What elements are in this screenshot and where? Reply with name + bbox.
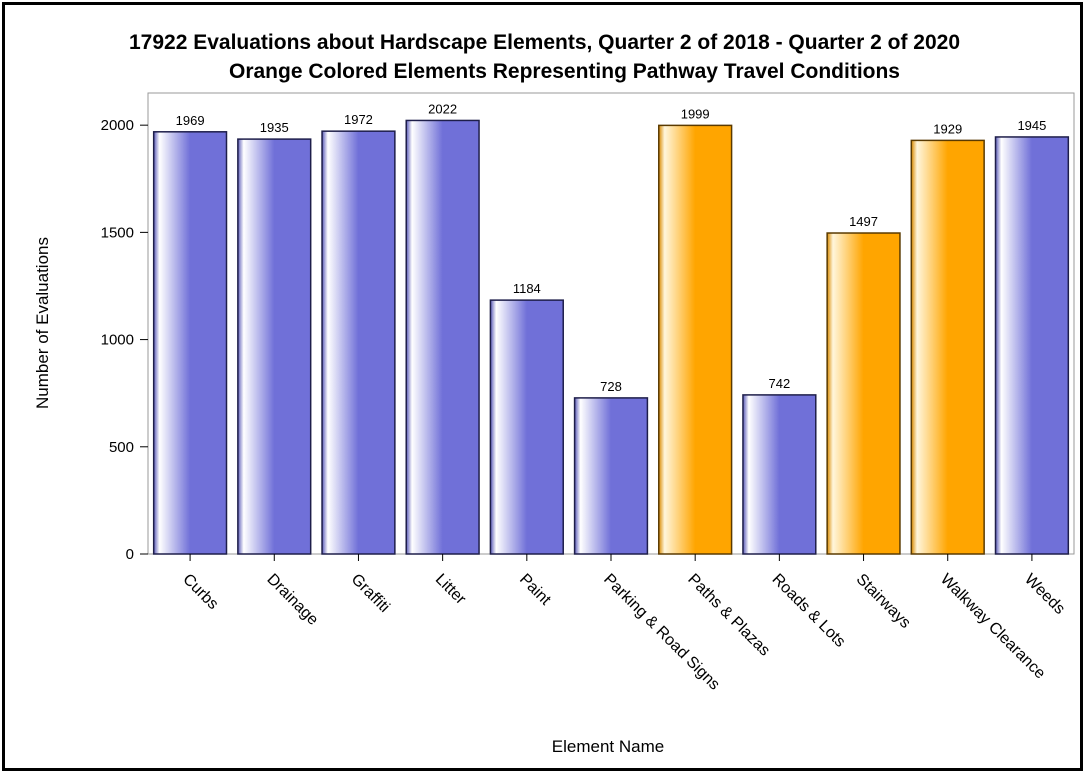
x-tick-label: Roads & Lots [769, 571, 849, 651]
x-tick-label: Paths & Plazas [684, 571, 773, 660]
bar-value-label: 742 [769, 376, 791, 391]
bar-walkway-clearance [910, 139, 985, 555]
bar-value-label: 2022 [428, 101, 457, 116]
bar-value-label: 1945 [1017, 118, 1046, 133]
chart-title: 17922 Evaluations about Hardscape Elemen… [128, 31, 960, 54]
y-axis: 0 500 1000 1500 2000 [101, 117, 148, 563]
bar-graffiti [321, 130, 396, 555]
bar-drainage [237, 138, 312, 555]
x-tick-label: Paint [516, 571, 554, 609]
bar-value-label: 1999 [681, 106, 710, 121]
bar-stairways [826, 232, 901, 555]
y-tick-label: 1000 [101, 332, 134, 349]
x-tick-label: Stairways [853, 571, 914, 632]
x-tick-label: Curbs [179, 571, 221, 613]
bar-value-label: 1935 [260, 120, 289, 135]
bar-weeds [994, 136, 1070, 555]
bar-litter [405, 119, 480, 555]
bar-parking-and-road-signs [573, 397, 649, 555]
y-tick-label: 500 [109, 439, 134, 456]
bars: 1969 1935 1972 2022 1184 728 1999 742 1497 1929 19… [152, 101, 1070, 555]
bar-value-label: 1184 [513, 281, 541, 296]
x-tick-label: Graffiti [348, 571, 393, 616]
bar-value-label: 1929 [933, 121, 962, 136]
bar-roads-and-lots [742, 394, 817, 555]
bar-value-label: 728 [600, 379, 622, 394]
x-axis: Curbs Drainage Graffiti Litter Paint Parking … [179, 554, 1068, 694]
x-tick-label: Drainage [263, 571, 321, 629]
bar-paint [489, 299, 564, 555]
y-tick-label: 2000 [101, 117, 134, 134]
x-tick-label: Litter [432, 571, 470, 609]
bar-curbs [152, 131, 228, 555]
y-tick-label: 1500 [101, 224, 134, 241]
bar-paths-and-plazas [658, 124, 733, 555]
y-axis-title: Number of Evaluations [33, 237, 52, 409]
x-axis-title: Element Name [552, 737, 664, 756]
bar-value-label: 1497 [849, 214, 878, 229]
bar-value-label: 1969 [176, 113, 205, 128]
chart-subtitle: Orange Colored Elements Representing Pat… [229, 60, 900, 83]
bar-value-label: 1972 [344, 112, 373, 127]
x-tick-label: Weeds [1021, 571, 1068, 618]
y-tick-label: 0 [126, 546, 134, 563]
